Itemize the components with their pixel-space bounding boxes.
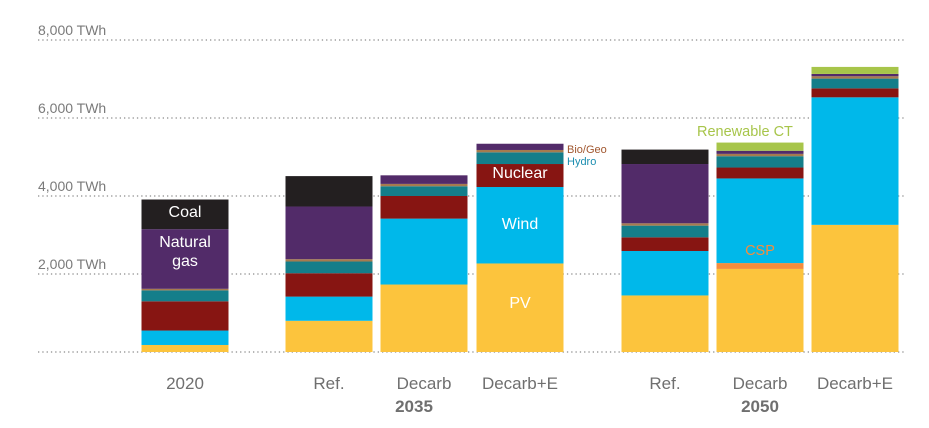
bar-segment (141, 344, 229, 352)
bar-segment (141, 199, 229, 230)
bar-segment (380, 183, 468, 187)
csp-label: CSP (745, 243, 775, 259)
bar-segment (716, 268, 804, 352)
bar-segment (141, 229, 229, 289)
bar-segment (285, 296, 373, 321)
x-category-label: Ref. (649, 374, 680, 393)
x-category-label: Decarb (397, 374, 452, 393)
x-category-label: Decarb (733, 374, 788, 393)
bio-geo-label: Bio/Geo (567, 144, 607, 156)
bar-segment (380, 186, 468, 196)
bar-segment (476, 187, 564, 264)
bar-segment (716, 153, 804, 157)
bar-segment (811, 97, 899, 225)
bar-segment (621, 164, 709, 224)
bar-segment (285, 261, 373, 274)
bars (141, 66, 899, 352)
bar-segment (811, 73, 899, 77)
x-category-label: Decarb+E (817, 374, 893, 393)
natural-gas-label-line2: gas (172, 253, 198, 270)
x-category-label: Decarb+E (482, 374, 558, 393)
bar-segment (716, 167, 804, 179)
y-tick-label: 4,000 TWh (38, 178, 106, 194)
hydro-label: Hydro (567, 156, 596, 168)
bar-segment (811, 66, 899, 74)
bar-segment (285, 176, 373, 207)
bar-segment (621, 225, 709, 238)
renewable-ct-label: Renewable CT (697, 124, 793, 140)
x-category-label: 2020 (166, 374, 204, 393)
y-tick-label: 6,000 TWh (38, 100, 106, 116)
pv-label: PV (509, 295, 531, 312)
bar-segment (716, 263, 804, 269)
bar-segment (141, 330, 229, 345)
year-group-labels: 2035 2050 (395, 397, 779, 416)
bar-segment (811, 76, 899, 79)
bar-segment (380, 284, 468, 352)
bar-segment (380, 196, 468, 219)
bar-segment (621, 149, 709, 165)
y-axis-ticks: 2,000 TWh 4,000 TWh 6,000 TWh 8,000 TWh (38, 22, 106, 272)
segment-labels: Coal Natural gas Nuclear Wind PV Bio/Geo… (159, 124, 793, 312)
bar-segment (621, 295, 709, 352)
bar-segment (285, 320, 373, 352)
bar-segment (716, 156, 804, 168)
year-2035-label: 2035 (395, 397, 433, 416)
bar-segment (811, 88, 899, 98)
x-category-label: Ref. (313, 374, 344, 393)
wind-label: Wind (502, 216, 538, 233)
bar-segment (141, 301, 229, 331)
bar-segment (476, 263, 564, 352)
bar-segment (811, 78, 899, 89)
x-axis-categories: 2020 Ref. Decarb Decarb+E Ref. Decarb Decarb+E (166, 374, 893, 393)
bar-segment (476, 143, 564, 150)
bar-segment (285, 259, 373, 262)
bar-segment (621, 223, 709, 226)
bar-segment (285, 206, 373, 260)
coal-label: Coal (169, 204, 202, 221)
bar-segment (476, 149, 564, 153)
y-tick-label: 8,000 TWh (38, 22, 106, 38)
bar-segment (621, 250, 709, 296)
bar-segment (716, 142, 804, 151)
bar-segment (716, 178, 804, 264)
natural-gas-label-line1: Natural (159, 234, 211, 251)
nuclear-label: Nuclear (492, 165, 548, 182)
y-tick-label: 2,000 TWh (38, 256, 106, 272)
bar-segment (380, 175, 468, 184)
bar-segment (476, 164, 564, 188)
bar-segment (141, 290, 229, 302)
bar-segment (476, 152, 564, 165)
bar-segment (716, 150, 804, 154)
year-2050-label: 2050 (741, 397, 779, 416)
bar-segment (621, 237, 709, 251)
bar-segment (141, 288, 229, 291)
bar-segment (380, 218, 468, 285)
bar-segment (285, 273, 373, 297)
bar-segment (811, 224, 899, 352)
